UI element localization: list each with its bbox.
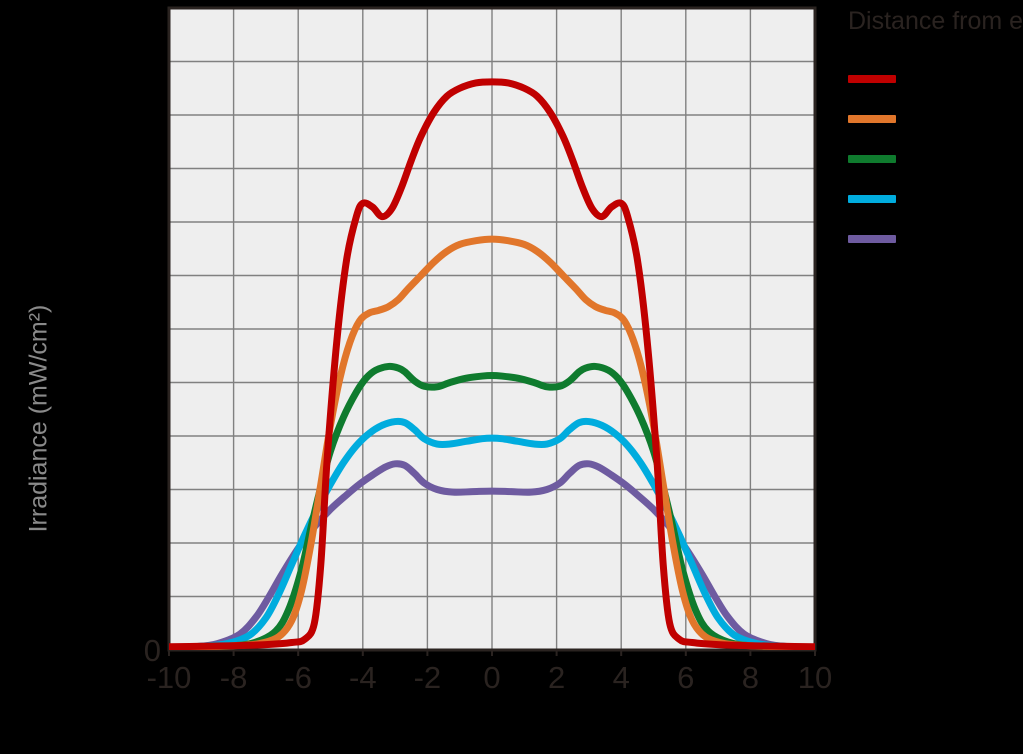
- legend-color-swatch: [848, 75, 896, 83]
- y-axis-tick-label-0: 0: [143, 633, 161, 668]
- x-axis-tick-label: 6: [677, 660, 695, 695]
- legend-row[interactable]: [848, 59, 1023, 99]
- x-axis-tick-label: -8: [219, 660, 248, 695]
- legend-items: [848, 59, 1023, 259]
- x-axis-tick-label: 2: [547, 660, 566, 695]
- x-axis-tick-label: -10: [146, 660, 192, 695]
- x-axis-tick-label: -2: [413, 660, 442, 695]
- x-axis-tick-label: 4: [612, 660, 630, 695]
- x-axis-tick-label: 0: [483, 660, 501, 695]
- x-axis-tick-label: 8: [741, 660, 760, 695]
- series-line-series-2: [169, 235, 815, 650]
- legend-row[interactable]: [848, 139, 1023, 179]
- x-axis-tick-label: -4: [349, 660, 377, 695]
- legend-row[interactable]: [848, 179, 1023, 219]
- legend-color-swatch: [848, 195, 896, 203]
- legend-row[interactable]: [848, 99, 1023, 139]
- series-group: [169, 78, 815, 650]
- legend-row[interactable]: [848, 219, 1023, 259]
- x-axis-tick-label: 10: [797, 660, 833, 695]
- series-line-series-1: [169, 78, 815, 650]
- legend-color-swatch: [848, 155, 896, 163]
- x-axis-tick-label: -6: [284, 660, 312, 695]
- legend-color-swatch: [848, 115, 896, 123]
- legend-color-swatch: [848, 235, 896, 243]
- legend: Distance from end of lens: [848, 6, 1023, 259]
- legend-title: Distance from end of lens: [848, 7, 1023, 35]
